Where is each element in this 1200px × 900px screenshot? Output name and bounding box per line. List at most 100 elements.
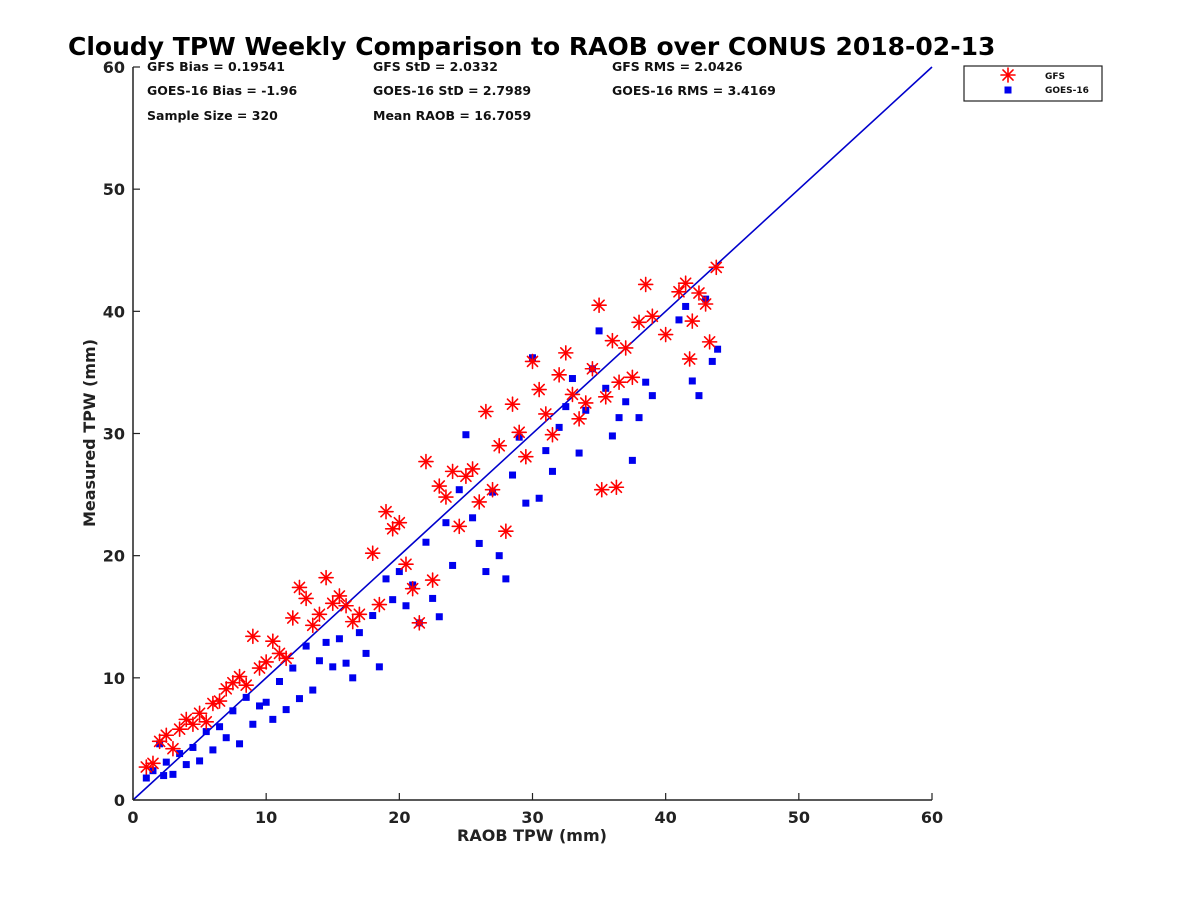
goes16-point [315,657,323,665]
goes16-point [615,414,623,422]
gfs-point [438,489,454,505]
goes16-point [209,746,217,754]
goes16-point [309,686,317,694]
gfs-point [491,437,508,454]
gfs-point [178,711,195,728]
goes16-point [608,432,616,440]
goes16-point [229,707,237,715]
x-tick-label: 50 [788,808,810,827]
stat-goes-std: GOES-16 StD = 2.7989 [373,83,531,98]
goes16-point [455,486,463,494]
gfs-point [231,668,248,685]
goes16-point [362,649,370,657]
gfs-point [331,588,348,604]
gfs-point [518,448,534,465]
gfs-point [304,617,321,634]
goes16-point [182,761,190,769]
goes16-point [335,635,343,643]
goes16-point [648,392,656,400]
goes16-point [548,467,556,475]
x-tick-label: 0 [127,808,138,827]
legend-goes16-symbol [1004,86,1012,94]
gfs-point [258,654,274,670]
gfs-point [185,716,201,733]
gfs-point [511,424,527,441]
gfs-point [478,403,494,420]
stat-goes-bias: GOES-16 Bias = -1.96 [147,83,298,98]
goes16-point [422,538,430,546]
gfs-point [165,740,181,757]
goes16-point [295,695,303,703]
gfs-point [418,453,434,470]
gfs-point [265,633,281,649]
gfs-point [597,389,614,405]
goes16-point [714,345,722,353]
gfs-point [298,590,314,607]
gfs-point [671,283,687,300]
goes16-point [442,519,450,527]
gfs-point [631,314,647,331]
goes16-point [535,494,543,502]
goes16-point [142,774,150,782]
goes16-point [196,757,204,765]
gfs-point [484,481,501,498]
goes16-point [469,514,477,522]
gfs-point [637,276,654,293]
goes16-point [282,706,290,714]
gfs-point [611,374,627,390]
gfs-point [158,727,175,744]
goes16-point [189,743,197,751]
gfs-point [524,353,541,370]
gfs-point [145,755,161,772]
x-tick-label: 60 [921,808,943,827]
goes16-point [562,403,570,411]
goes16-point [160,772,168,780]
legend-gfs-label: GFS [1045,72,1065,82]
goes16-point [509,471,517,479]
y-tick-label: 20 [103,547,125,566]
goes16-point [642,378,650,386]
x-tick-label: 20 [388,808,410,827]
ticks: 0 10 20 30 40 50 60 0 10 20 30 40 50 60 [103,58,943,827]
gfs-point [593,481,610,498]
goes16-point [269,715,277,723]
goes16-point [355,629,363,637]
goes16-point [202,728,210,736]
y-axis-label: Measured TPW (mm) [80,339,99,527]
goes16-point [402,602,410,610]
gfs-point [351,606,368,623]
stat-gfs-std: GFS StD = 2.0332 [373,59,498,74]
goes16-point [342,659,350,667]
goes16-point [275,677,283,685]
goes16-point [495,552,503,560]
stat-sample-size: Sample Size = 320 [147,108,278,123]
goes16-point [236,740,244,748]
goes16-point [329,663,337,671]
legend: GFS GOES-16 [963,65,1103,102]
goes16-point [449,561,457,569]
identity-line [132,66,933,801]
gfs-point [504,396,521,412]
stat-gfs-bias: GFS Bias = 0.19541 [147,59,285,74]
goes16-point [522,499,530,507]
goes16-point [675,316,683,324]
goes16-point [708,357,716,365]
goes16-point [369,612,377,620]
gfs-point [378,503,394,520]
goes16-point [382,575,390,583]
gfs-point [498,523,514,540]
gfs-point [391,514,408,531]
goes16-point [169,770,177,778]
goes16-point [475,539,483,547]
y-tick-label: 40 [103,302,125,321]
goes16-point [262,698,270,706]
gfs-point [458,468,474,485]
gfs-point [697,296,714,312]
x-tick-label: 10 [255,808,277,827]
gfs-point [471,494,488,510]
goes16-point [349,674,357,682]
gfs-point [571,411,587,427]
gfs-point [544,426,561,443]
y-tick-label: 50 [103,180,125,199]
legend-goes16-label: GOES-16 [1045,86,1089,96]
